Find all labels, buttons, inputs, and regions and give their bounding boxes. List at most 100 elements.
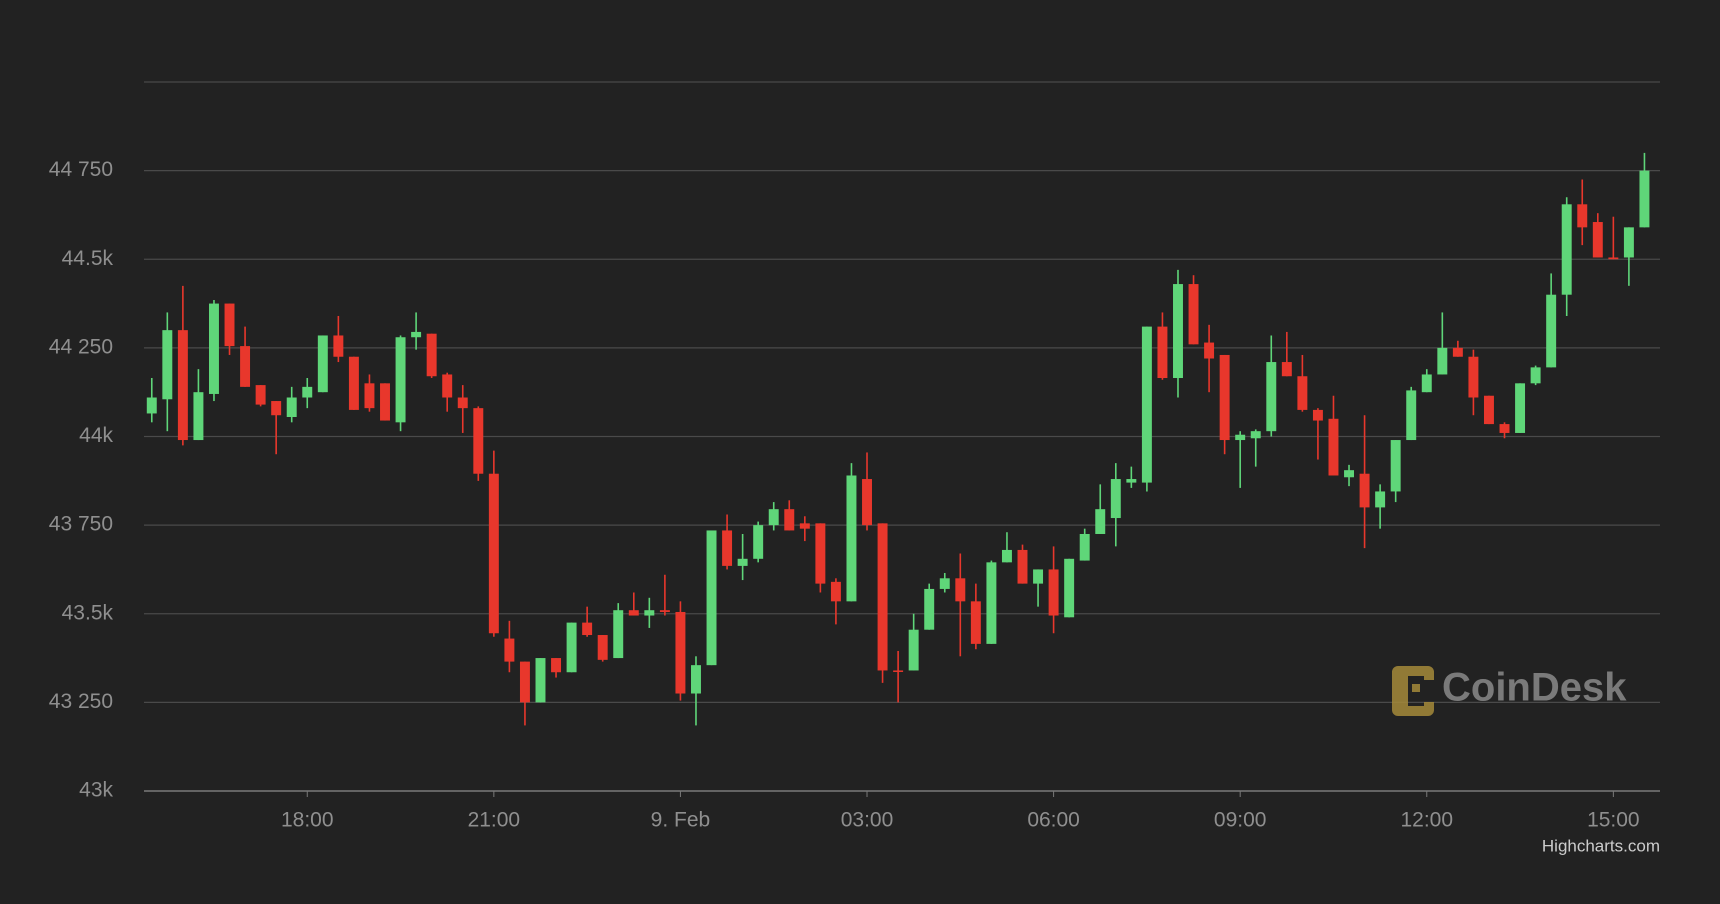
candle-body — [1079, 533, 1090, 561]
candle-body — [364, 383, 375, 409]
x-tick-label: 12:00 — [1400, 809, 1453, 832]
candle-body — [1312, 409, 1323, 421]
watermark: CoinDesk — [1392, 666, 1627, 716]
candle — [768, 502, 779, 531]
candle — [1173, 269, 1183, 398]
candle — [675, 601, 686, 701]
candle-body — [177, 330, 188, 441]
candle-body — [1235, 434, 1246, 441]
candle — [1390, 440, 1401, 503]
candle-body — [395, 337, 406, 423]
candle-body — [255, 385, 266, 405]
candle-body — [1219, 354, 1230, 441]
candle — [1499, 422, 1510, 439]
candle-body — [1064, 558, 1075, 618]
candle-body — [737, 558, 748, 566]
candle — [395, 335, 406, 432]
candle-body — [1297, 376, 1308, 410]
candle — [302, 378, 313, 409]
candle-body — [519, 661, 530, 703]
candle — [784, 500, 795, 531]
candle — [317, 335, 328, 393]
candle — [1437, 312, 1448, 375]
candle-body — [1577, 204, 1588, 228]
candle-body — [768, 509, 779, 526]
candle — [504, 620, 515, 673]
x-tick-label: 09:00 — [1214, 809, 1267, 832]
candle-body — [862, 479, 872, 526]
candle — [644, 597, 655, 628]
candle — [597, 635, 608, 662]
candle — [146, 378, 157, 423]
candle — [830, 578, 841, 625]
candle — [1064, 558, 1075, 618]
candle — [1281, 331, 1292, 377]
candle-body — [1483, 395, 1494, 425]
candle — [1344, 464, 1355, 487]
candle-body — [1173, 284, 1183, 379]
candle — [271, 401, 282, 455]
candle-body — [302, 386, 313, 398]
y-tick-label: 43.5k — [62, 601, 114, 624]
candle-body — [348, 356, 359, 410]
y-tick-label: 44k — [79, 424, 113, 447]
candle — [939, 572, 950, 593]
candle-body — [380, 383, 390, 421]
candle — [1639, 152, 1650, 228]
credits: Highcharts.com — [1542, 836, 1660, 855]
candle-body — [1452, 347, 1463, 357]
candle-body — [1281, 362, 1292, 377]
y-tick-label: 43 250 — [49, 690, 113, 713]
watermark-icon — [1392, 666, 1434, 716]
candle — [177, 285, 188, 446]
candle — [1157, 312, 1168, 380]
candle — [1577, 179, 1588, 246]
candle — [1561, 197, 1572, 316]
candle-body — [970, 601, 981, 644]
candle-body — [286, 397, 297, 418]
candle-body — [1359, 473, 1370, 508]
candle — [1452, 340, 1463, 357]
x-tick-label: 06:00 — [1027, 809, 1080, 832]
candle — [442, 372, 453, 412]
candle — [924, 583, 935, 630]
candle-body — [1048, 569, 1059, 616]
candle-body — [846, 475, 857, 602]
candle-body — [1608, 257, 1619, 260]
candle — [955, 553, 966, 657]
candle-body — [1406, 390, 1417, 441]
y-tick-label: 43k — [79, 779, 113, 802]
candle — [1592, 213, 1603, 258]
candle-body — [1530, 367, 1541, 384]
candle — [1375, 484, 1386, 529]
candle-body — [442, 374, 453, 398]
candle-body — [799, 523, 810, 529]
candle-body — [1468, 356, 1479, 398]
candle — [1141, 326, 1152, 492]
candle — [380, 383, 390, 421]
candle — [659, 574, 670, 616]
candle-body — [488, 473, 499, 634]
candle-body — [706, 530, 717, 666]
candle — [519, 661, 530, 726]
candle-body — [162, 330, 173, 400]
candle-body — [908, 629, 919, 671]
candle — [862, 452, 872, 531]
candle-body — [224, 303, 235, 347]
watermark-icon — [1412, 684, 1420, 692]
candle — [411, 312, 422, 350]
candle — [1033, 569, 1044, 607]
candle-body — [1639, 170, 1650, 228]
candle-body — [1546, 294, 1557, 368]
candle-body — [566, 622, 577, 673]
candle-body — [1421, 374, 1432, 393]
candle — [815, 523, 826, 593]
candle — [1126, 466, 1137, 488]
candle — [208, 300, 219, 402]
candle-body — [1515, 383, 1526, 433]
x-tick-label: 03:00 — [841, 809, 894, 832]
candle-body — [1592, 222, 1603, 258]
candle — [1530, 365, 1541, 386]
candle-body — [1157, 326, 1168, 379]
